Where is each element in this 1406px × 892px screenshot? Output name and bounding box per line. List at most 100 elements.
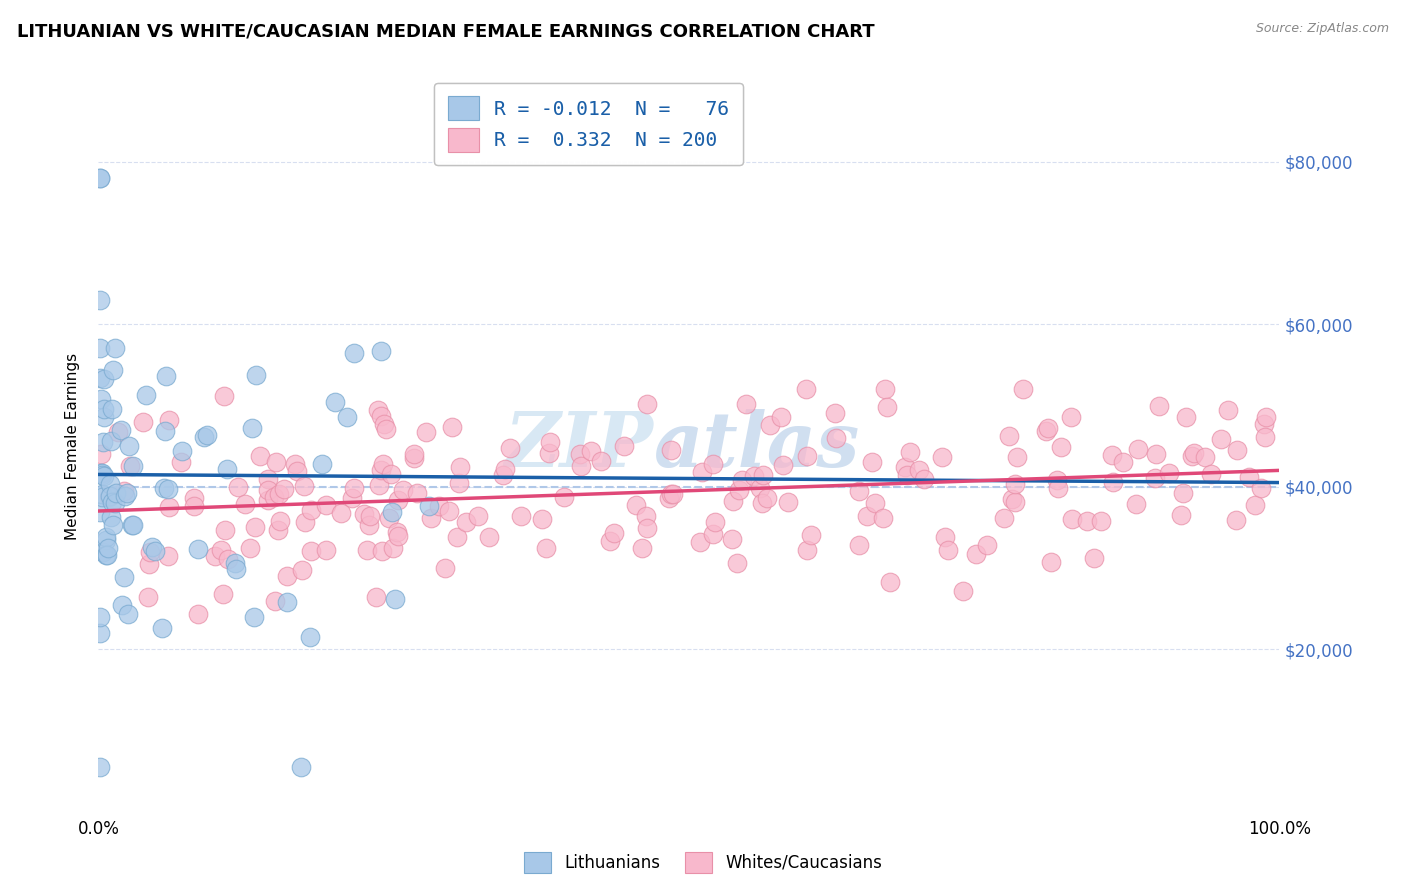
Point <box>965 547 987 561</box>
Point <box>101 363 124 377</box>
Point <box>257 483 280 498</box>
Point <box>112 483 135 498</box>
Point <box>93 401 115 416</box>
Point <box>233 497 256 511</box>
Point <box>879 574 901 589</box>
Point <box>89 293 111 307</box>
Point <box>299 630 322 644</box>
Point <box>456 515 478 529</box>
Point <box>427 499 450 513</box>
Point <box>138 545 160 559</box>
Point <box>440 420 463 434</box>
Legend: Lithuanians, Whites/Caucasians: Lithuanians, Whites/Caucasians <box>517 846 889 880</box>
Point <box>193 429 215 443</box>
Point <box>256 472 278 486</box>
Point <box>721 532 744 546</box>
Point <box>976 537 998 551</box>
Point <box>751 468 773 483</box>
Point <box>155 424 177 438</box>
Point <box>662 486 685 500</box>
Point <box>353 507 375 521</box>
Point <box>934 530 956 544</box>
Point <box>1144 470 1167 484</box>
Point <box>117 485 139 500</box>
Point <box>749 482 772 496</box>
Point <box>415 425 437 439</box>
Point <box>568 447 591 461</box>
Point <box>898 445 921 459</box>
Point <box>800 528 823 542</box>
Point <box>153 481 176 495</box>
Point <box>94 533 117 548</box>
Point <box>406 485 429 500</box>
Point <box>735 397 758 411</box>
Point <box>1102 475 1125 489</box>
Point <box>343 346 366 360</box>
Point <box>143 544 166 558</box>
Point <box>187 541 209 556</box>
Point <box>94 530 117 544</box>
Point <box>136 590 159 604</box>
Point <box>1049 440 1071 454</box>
Point <box>378 511 401 525</box>
Point <box>1194 450 1216 464</box>
Point <box>157 413 180 427</box>
Point <box>1254 430 1277 444</box>
Point <box>602 525 624 540</box>
Point <box>1239 469 1261 483</box>
Point <box>276 595 298 609</box>
Point <box>912 472 935 486</box>
Point <box>725 557 748 571</box>
Text: atlas: atlas <box>654 409 859 483</box>
Point <box>373 457 395 471</box>
Point <box>908 463 931 477</box>
Point <box>359 509 381 524</box>
Point <box>751 496 773 510</box>
Point <box>553 490 575 504</box>
Point <box>873 382 896 396</box>
Point <box>659 487 682 501</box>
Point <box>1083 551 1105 566</box>
Point <box>1226 442 1249 457</box>
Point <box>658 491 681 506</box>
Point <box>776 495 799 509</box>
Point <box>499 441 522 455</box>
Point <box>156 482 179 496</box>
Point <box>1101 448 1123 462</box>
Point <box>387 529 409 543</box>
Point <box>91 467 114 482</box>
Point <box>264 594 287 608</box>
Text: ZIP: ZIP <box>505 409 654 483</box>
Point <box>370 344 392 359</box>
Point <box>359 518 381 533</box>
Point <box>94 548 117 562</box>
Point <box>848 538 870 552</box>
Point <box>636 397 658 411</box>
Point <box>91 545 114 559</box>
Point <box>311 457 333 471</box>
Point <box>894 460 917 475</box>
Point <box>89 626 111 640</box>
Point <box>728 483 751 498</box>
Point <box>121 518 143 533</box>
Text: Source: ZipAtlas.com: Source: ZipAtlas.com <box>1256 22 1389 36</box>
Point <box>364 590 387 604</box>
Point <box>420 511 443 525</box>
Point <box>824 406 846 420</box>
Point <box>285 464 308 478</box>
Point <box>863 496 886 510</box>
Point <box>510 508 533 523</box>
Point <box>1216 403 1239 417</box>
Point <box>848 484 870 499</box>
Point <box>872 510 894 524</box>
Point <box>225 562 247 576</box>
Point <box>315 499 337 513</box>
Point <box>226 480 249 494</box>
Point <box>172 444 194 458</box>
Point <box>157 549 180 563</box>
Point <box>380 467 402 481</box>
Point <box>731 474 754 488</box>
Point <box>634 509 657 524</box>
Point <box>1225 513 1247 527</box>
Point <box>117 607 139 622</box>
